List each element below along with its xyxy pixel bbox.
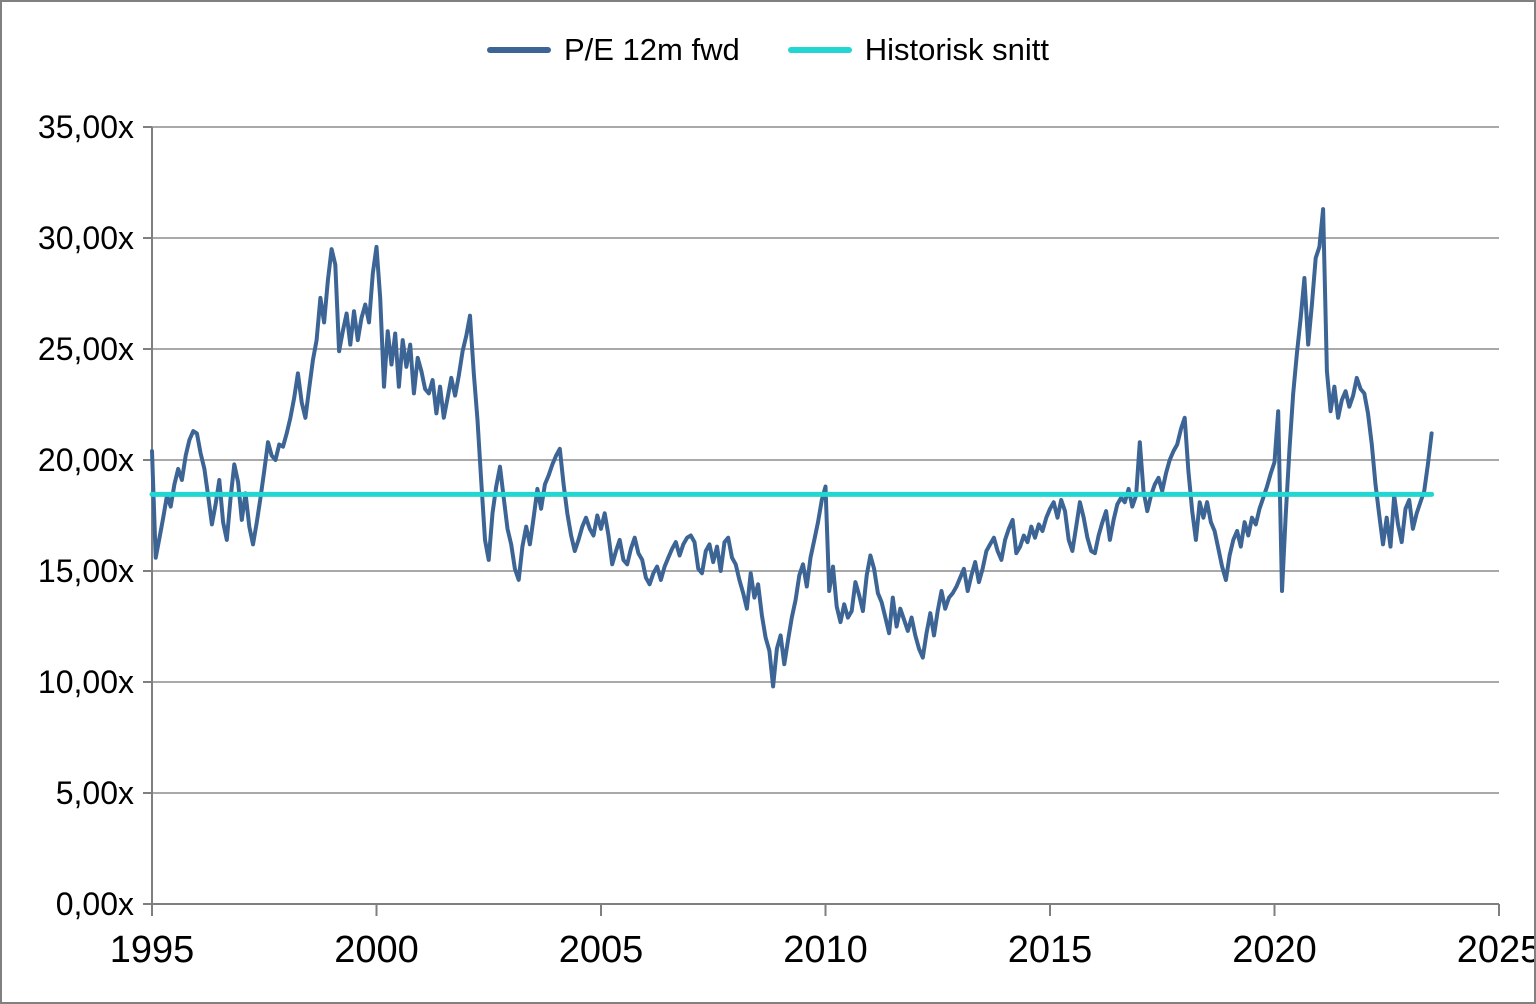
- x-tick-label: 2010: [783, 929, 868, 971]
- y-tick-label: 25,00x: [38, 331, 134, 367]
- x-tick-label: 2020: [1232, 929, 1317, 971]
- y-tick-label: 15,00x: [38, 553, 134, 589]
- x-tick-label: 2015: [1008, 929, 1093, 971]
- legend-swatch-avg-line: [787, 47, 852, 53]
- legend-item-avg: Historisk snitt: [787, 32, 1050, 68]
- y-tick-label: 20,00x: [38, 442, 134, 478]
- pe-series-line: [150, 207, 1434, 689]
- y-tick-label: 10,00x: [38, 664, 134, 700]
- legend-item-pe: P/E 12m fwd: [486, 32, 740, 68]
- y-tick-label: 0,00x: [56, 886, 134, 922]
- y-tick-label: 35,00x: [38, 109, 134, 145]
- legend-label-pe: P/E 12m fwd: [563, 32, 740, 67]
- legend-label-avg: Historisk snitt: [864, 32, 1050, 67]
- chart-legend: P/E 12m fwd Historisk snitt: [2, 32, 1534, 68]
- x-tick-label: 2000: [334, 929, 419, 971]
- x-tick-label: 1995: [110, 929, 195, 971]
- y-tick-label: 30,00x: [38, 220, 134, 256]
- legend-swatch-pe-line: [486, 47, 551, 53]
- x-tick-label: 2025: [1457, 929, 1536, 971]
- y-tick-label: 5,00x: [56, 775, 134, 811]
- x-tick-label: 2005: [559, 929, 644, 971]
